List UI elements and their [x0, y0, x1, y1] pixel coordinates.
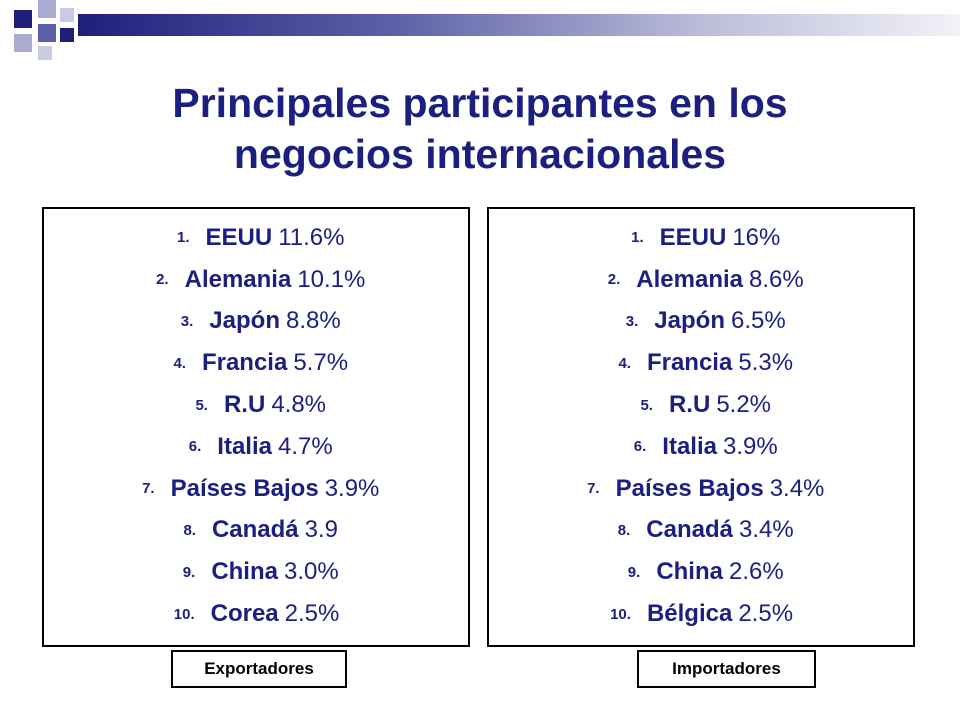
share-value: 3.9%	[723, 432, 778, 460]
share-value: 2.5%	[738, 600, 794, 628]
country-name: Japón	[654, 307, 725, 335]
list-item: 7. Países Bajos 3.9%	[44, 468, 468, 510]
rank-number: 7.	[587, 480, 600, 498]
rank-number: 4.	[618, 354, 631, 372]
share-value: 8.8%	[285, 307, 341, 335]
importers-list: 1. EEUU 16% 2. Alemania 8.6% 3. Japón 6.5% 4. Fran…	[489, 209, 913, 635]
list-item: 4. Francia 5.3%	[489, 342, 913, 384]
list-item: 5. R.U 5.2%	[489, 384, 913, 426]
country-name: EEUU	[205, 223, 273, 251]
country-name: Italia	[217, 432, 272, 460]
exporters-label: Exportadores	[171, 650, 347, 688]
title-line-1: Principales participantes en los	[172, 80, 788, 126]
share-value: 3.9%	[324, 474, 380, 502]
country-name: Francia	[201, 349, 288, 377]
importers-label: Importadores	[637, 650, 816, 688]
rank-number: 9.	[627, 563, 641, 581]
share-value: 11.6%	[278, 223, 345, 251]
list-item: 10. Bélgica 2.5%	[489, 593, 913, 635]
country-name: Alemania	[184, 265, 292, 293]
share-value: 3.0%	[283, 558, 339, 586]
exporters-list: 1. EEUU 11.6% 2. Alemania 10.1% 3. Japón 8.8% 4. F…	[44, 209, 468, 635]
list-item: 9. China 3.0%	[44, 551, 468, 593]
rank-number: 10.	[610, 605, 631, 623]
rank-number: 5.	[195, 396, 208, 414]
rank-number: 8.	[617, 521, 631, 539]
country-name: Canadá	[646, 516, 733, 544]
list-item: 2. Alemania 8.6%	[489, 259, 913, 301]
rank-number: 6.	[188, 438, 202, 456]
list-item: 6. Italia 4.7%	[44, 426, 468, 468]
share-value: 6.5%	[730, 307, 786, 335]
share-value: 5.7%	[293, 349, 349, 377]
country-name: Países Bajos	[615, 474, 764, 502]
country-name: R.U	[223, 391, 266, 419]
share-value: 5.3%	[738, 349, 794, 377]
list-item: 1. EEUU 11.6%	[44, 217, 468, 259]
rank-number: 2.	[156, 271, 169, 289]
rank-number: 3.	[625, 312, 639, 330]
list-item: 9. China 2.6%	[489, 551, 913, 593]
deco-square	[60, 8, 74, 22]
share-value: 2.5%	[284, 600, 340, 628]
share-value: 4.8%	[271, 391, 327, 419]
deco-square	[14, 34, 32, 52]
rank-number: 1.	[631, 229, 644, 247]
slide-title: Principales participantes en los negocio…	[0, 78, 960, 180]
country-name: China	[211, 558, 278, 586]
list-item: 8. Canadá 3.9	[44, 510, 468, 552]
share-value: 3.4%	[739, 516, 794, 544]
importers-panel: 1. EEUU 16% 2. Alemania 8.6% 3. Japón 6.5% 4. Fran…	[487, 207, 915, 647]
share-value: 4.7%	[278, 432, 333, 460]
country-name: Alemania	[636, 265, 743, 293]
exporters-panel: 1. EEUU 11.6% 2. Alemania 10.1% 3. Japón 8.8% 4. F…	[42, 207, 470, 647]
country-name: Bélgica	[646, 600, 733, 628]
country-name: Japón	[209, 307, 280, 335]
share-value: 8.6%	[749, 265, 804, 293]
deco-square	[38, 46, 52, 60]
rank-number: 4.	[173, 354, 186, 372]
list-item: 10. Corea 2.5%	[44, 593, 468, 635]
share-value: 3.9	[304, 516, 339, 544]
share-value: 2.6%	[728, 558, 784, 586]
share-value: 5.2%	[716, 391, 772, 419]
share-value: 10.1%	[297, 265, 366, 293]
list-item: 7. Países Bajos 3.4%	[489, 468, 913, 510]
list-item: 5. R.U 4.8%	[44, 384, 468, 426]
deco-square	[38, 0, 56, 18]
rank-number: 10.	[173, 605, 195, 623]
deco-square	[38, 24, 56, 42]
list-item: 2. Alemania 10.1%	[44, 259, 468, 301]
country-name: Canadá	[211, 516, 299, 544]
share-value: 3.4%	[769, 474, 825, 502]
country-name: China	[656, 558, 723, 586]
country-name: EEUU	[659, 223, 727, 251]
rank-number: 6.	[633, 438, 647, 456]
list-item: 3. Japón 8.8%	[44, 301, 468, 343]
country-name: Corea	[210, 600, 279, 628]
country-name: Países Bajos	[170, 474, 319, 502]
country-name: Italia	[662, 432, 717, 460]
title-line-2: negocios internacionales	[233, 131, 727, 177]
rank-number: 3.	[180, 312, 194, 330]
list-item: 1. EEUU 16%	[489, 217, 913, 259]
share-value: 16%	[732, 223, 781, 251]
rank-number: 8.	[183, 521, 196, 539]
rank-number: 7.	[142, 480, 155, 498]
rank-number: 2.	[607, 271, 621, 289]
header-bar	[78, 14, 960, 36]
list-item: 3. Japón 6.5%	[489, 301, 913, 343]
list-item: 6. Italia 3.9%	[489, 426, 913, 468]
rank-number: 9.	[182, 563, 196, 581]
deco-square	[14, 10, 32, 28]
deco-square	[60, 28, 74, 42]
list-item: 8. Canadá 3.4%	[489, 510, 913, 552]
country-name: Francia	[646, 349, 733, 377]
rank-number: 1.	[177, 229, 190, 247]
rank-number: 5.	[640, 396, 653, 414]
list-item: 4. Francia 5.7%	[44, 342, 468, 384]
country-name: R.U	[668, 391, 711, 419]
